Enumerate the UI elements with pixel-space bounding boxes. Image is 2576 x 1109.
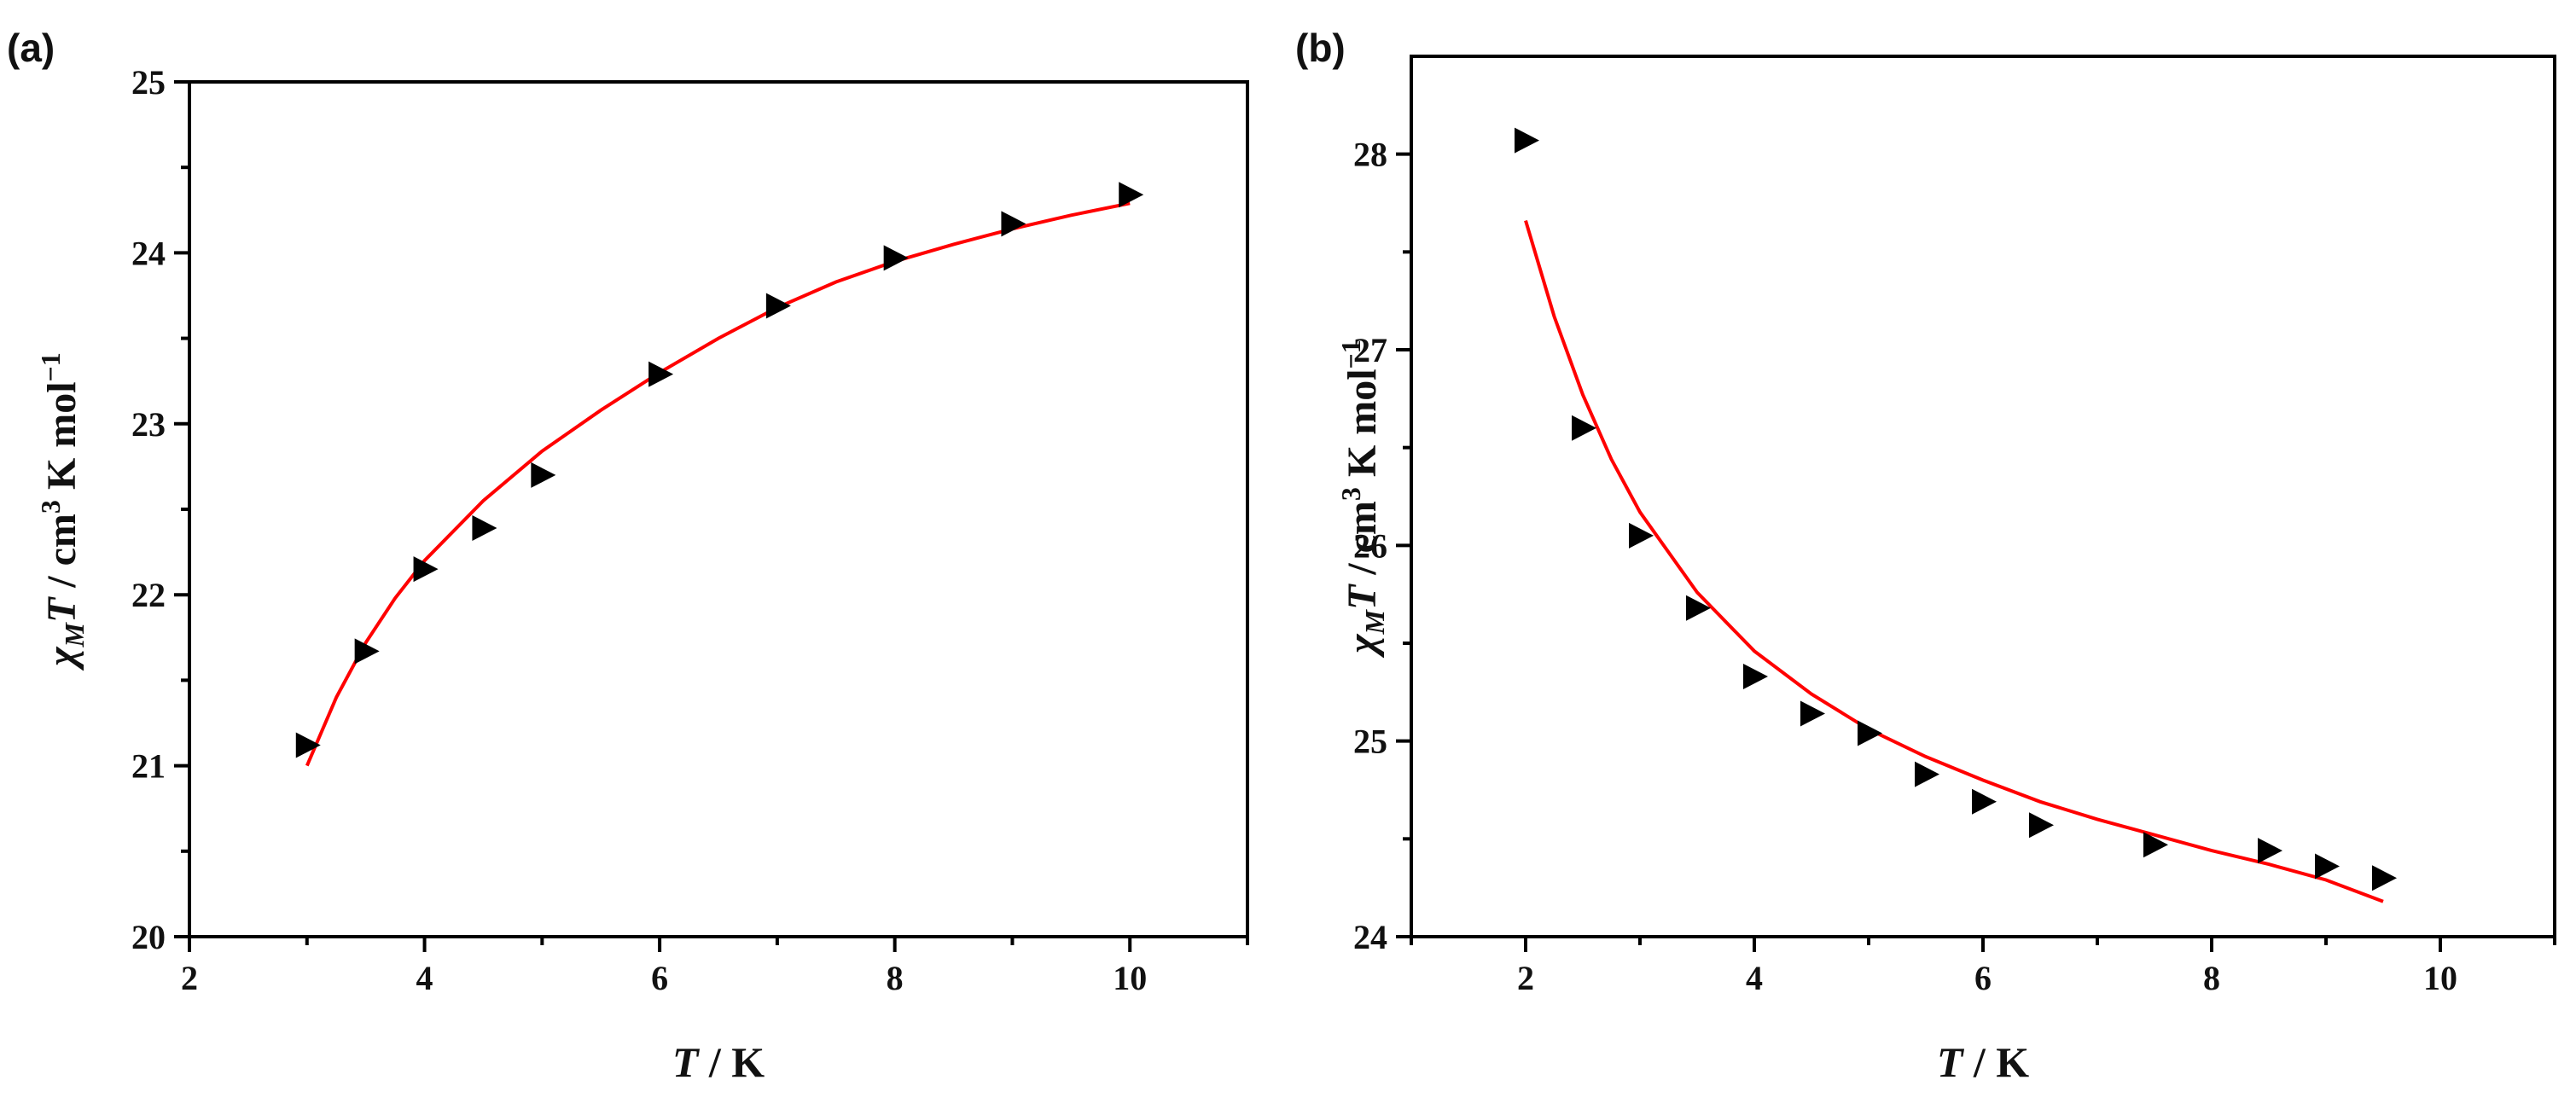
x-tick-label: 4 [1746,959,1763,997]
panel-b-data-points [1515,127,2397,891]
panel-a-x-axis-label: T / K [672,1038,765,1086]
panel-a-fit-line [305,201,1131,767]
data-point-triangle [765,293,791,319]
panel-b-y-tick-labels: 24 25 26 27 28 [1353,136,1387,956]
x-tick-label: 6 [651,959,668,997]
panel-b-x-axis-label: T / K [1937,1038,2029,1086]
x-tick-label: 10 [2423,959,2457,997]
data-point-triangle [883,245,909,271]
data-point-triangle [1743,663,1768,689]
panel-a-ticks [174,80,1249,952]
x-tick-label: 2 [181,959,198,997]
panel-a-ylabel-chi: χ [39,646,84,671]
panel-b-ylabel-var: T [1340,584,1385,610]
y-tick-label: 25 [131,63,166,102]
panel-a-ylabel-sup1: 3 [35,500,66,514]
y-tick-label: 20 [131,918,166,956]
y-tick-label: 24 [131,234,166,272]
x-tick-label: 4 [416,959,433,997]
data-point-triangle [531,462,556,488]
data-point-triangle [1515,127,1539,154]
panel-a-ylabel-unit: K mol [39,381,84,500]
panel-b-ticks [1396,152,2556,952]
data-point-triangle [1001,211,1026,237]
panel-a-y-axis-label: χMT / cm3 K mol−1 [35,352,90,671]
y-tick-label: 22 [131,576,166,614]
y-tick-label: 27 [1353,331,1387,369]
y-tick-label: 28 [1353,136,1387,174]
panel-b-ylabel-chi: χ [1340,633,1385,659]
x-tick-label: 6 [1974,959,1992,997]
panel-b-ylabel-unit: K mol [1340,369,1385,487]
x-tick-label: 10 [1113,959,1147,997]
panel-a-ylabel-sup2: −1 [35,352,66,381]
panel-b-xlabel-var: T [1937,1038,1965,1086]
panel-b-ylabel-sub: M [1359,608,1390,635]
data-point-triangle [2372,865,2397,891]
panel-a-ylabel-mid: / cm [39,514,84,598]
x-tick-label: 2 [1517,959,1534,997]
panel-a-data-points [295,182,1144,758]
data-point-triangle [1972,788,1997,815]
data-point-triangle [2315,853,2340,880]
data-point-triangle [413,556,439,583]
data-point-triangle [1915,761,1939,787]
data-point-triangle [472,515,497,542]
panel-a-ylabel-var: T [39,596,84,623]
panel-a-y-tick-labels: 20 21 22 23 24 25 [131,63,166,956]
y-tick-label: 21 [131,747,166,786]
panel-b-ylabel-sup2: −1 [1335,340,1366,369]
y-tick-label: 23 [131,405,166,444]
data-point-triangle [2029,812,2054,839]
data-point-triangle [2143,832,2168,858]
y-tick-label: 24 [1353,918,1387,956]
panel-a-xlabel-rest: / K [698,1038,765,1086]
panel-a-xlabel-var: T [672,1038,701,1086]
panel-a-x-tick-labels: 2 4 6 8 10 [181,959,1147,997]
data-point-triangle [354,638,380,665]
y-tick-label: 25 [1353,723,1387,761]
data-point-triangle [648,361,674,387]
data-point-triangle [1686,595,1711,621]
panel-b-fit-line [1524,220,2384,903]
panel-b-xlabel-rest: / K [1963,1038,2029,1086]
data-point-triangle [1800,700,1825,727]
panel-b-letter: (b) [1295,26,1346,70]
data-point-triangle [1629,522,1654,549]
y-tick-label: 26 [1353,526,1387,565]
x-tick-label: 8 [2203,959,2220,997]
x-tick-label: 8 [887,959,904,997]
data-point-triangle [1858,720,1882,746]
data-point-triangle [295,732,321,758]
panel-b-ylabel-mid: / cm [1340,501,1385,585]
panel-b-y-axis-label: χMT / cm3 K mol−1 [1335,340,1390,659]
panel-b-x-tick-labels: 2 4 6 8 10 [1517,959,2457,997]
panel-a-ylabel-sub: M [59,621,90,647]
data-point-triangle [1119,182,1144,208]
panel-b-ylabel-sup1: 3 [1335,487,1366,501]
data-point-triangle [1572,415,1596,441]
panel-a-letter: (a) [7,26,55,70]
data-point-triangle [2258,838,2282,864]
